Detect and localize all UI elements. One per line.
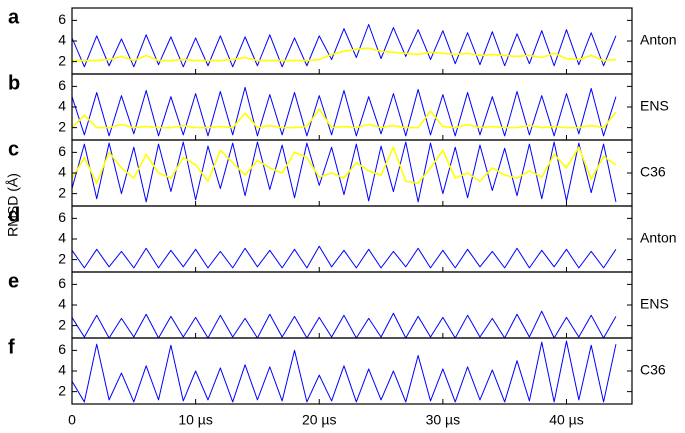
y-tick-label: 6	[58, 275, 66, 291]
y-tick-label: 6	[58, 143, 66, 159]
panel-frame	[71, 271, 633, 339]
y-tick-label: 2	[58, 52, 66, 68]
panel-name: C36	[640, 362, 666, 378]
x-tick-label: 0	[68, 412, 76, 428]
y-tick-label: 6	[58, 11, 66, 27]
y-tick-label: 4	[58, 32, 66, 48]
x-tick-label: 30 µs	[426, 412, 461, 428]
series-line	[72, 86, 617, 137]
series-line	[72, 310, 617, 338]
series-line	[72, 47, 616, 62]
panel-frame	[71, 73, 633, 141]
panel-plot	[72, 86, 617, 137]
x-tick-label: 20 µs	[302, 412, 337, 428]
panel-name: Anton	[640, 32, 677, 48]
panel-name: ENS	[640, 296, 669, 312]
panel-name: C36	[640, 164, 666, 180]
panel-plot	[72, 24, 617, 68]
y-tick-label: 6	[58, 77, 66, 93]
panel-label: e	[8, 270, 19, 292]
series-line	[72, 108, 617, 129]
y-tick-label: 2	[58, 184, 66, 200]
panel-plot	[72, 340, 617, 403]
y-tick-label: 4	[58, 296, 66, 312]
panel-frame	[71, 139, 633, 207]
panel-plot	[72, 141, 617, 203]
panel-label: d	[8, 204, 20, 226]
panel-label: c	[8, 138, 19, 160]
y-tick-label: 6	[58, 341, 66, 357]
series-line	[72, 245, 617, 269]
y-tick-label: 4	[58, 164, 66, 180]
panel-label: a	[8, 6, 20, 28]
panel-label: b	[8, 72, 20, 94]
y-axis-label: RMSD (Å)	[5, 173, 21, 237]
y-tick-label: 4	[58, 230, 66, 246]
panel-name: ENS	[640, 98, 669, 114]
y-tick-label: 2	[58, 316, 66, 332]
x-tick-label: 10 µs	[178, 412, 213, 428]
x-tick-label: 40 µs	[549, 412, 584, 428]
panel-name: Anton	[640, 230, 677, 246]
y-tick-label: 2	[58, 382, 66, 398]
panel-frame	[71, 7, 633, 75]
y-tick-label: 2	[58, 118, 66, 134]
series-line	[72, 146, 617, 185]
y-tick-label: 4	[58, 362, 66, 378]
y-tick-label: 4	[58, 98, 66, 114]
y-tick-label: 2	[58, 250, 66, 266]
series-line	[72, 340, 617, 403]
panel-plot	[72, 245, 617, 269]
series-line	[72, 24, 617, 68]
y-tick-label: 6	[58, 209, 66, 225]
series-line	[72, 141, 617, 203]
panel-label: f	[8, 336, 15, 358]
panel-plot	[72, 310, 617, 338]
